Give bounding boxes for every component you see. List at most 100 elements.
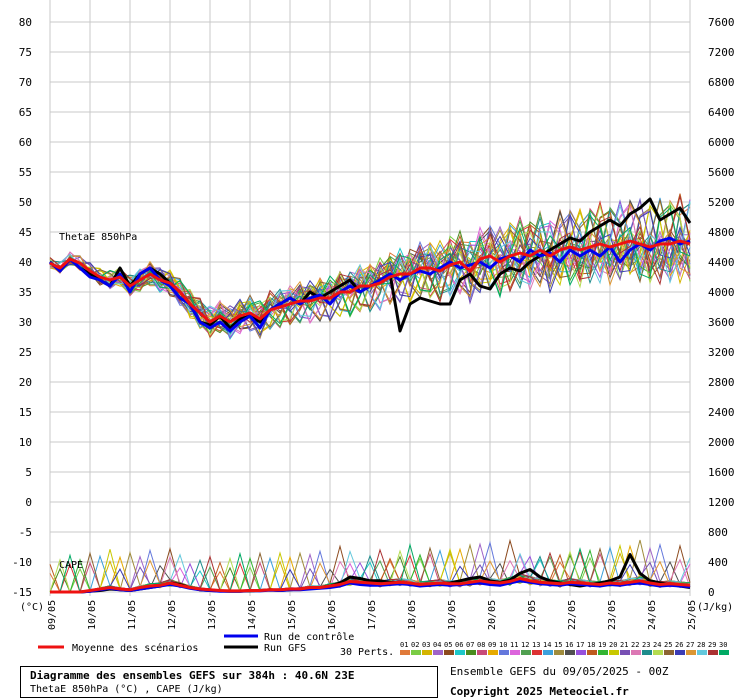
x-axis: 09/05 10/05 11/05 12/05 13/05 14/05 15/05 16/05…	[47, 600, 698, 630]
pert-swatch	[598, 650, 608, 655]
pert-number: 23	[642, 641, 650, 649]
y2-tick-label: 4800	[708, 226, 735, 239]
pert-number: 29	[708, 641, 716, 649]
pert-number: 03	[422, 641, 430, 649]
pert-swatch	[488, 650, 498, 655]
y2-tick-label: 2800	[708, 376, 735, 389]
y-tick-label: -5	[19, 526, 32, 539]
pert-swatch	[708, 650, 718, 655]
x-tick-label: 23/05	[607, 600, 618, 630]
pert-number: 30	[719, 641, 727, 649]
y-tick-label: 30	[19, 316, 32, 329]
chart-title: Diagramme des ensembles GEFS sur 384h : …	[30, 669, 355, 682]
pert-number: 20	[609, 641, 617, 649]
x-tick-label: 21/05	[527, 600, 538, 630]
y-tick-label: 25	[19, 346, 32, 359]
pert-number: 07	[466, 641, 474, 649]
y-tick-label: -15	[12, 586, 32, 599]
legend-control-label: Run de contrôle	[264, 631, 354, 643]
y2-tick-label: 3200	[708, 346, 735, 359]
x-tick-label: 25/05	[687, 600, 698, 630]
pert-number: 25	[664, 641, 672, 649]
pert-21-thetae-line	[49, 198, 691, 331]
pert-swatch	[565, 650, 575, 655]
pert-swatch	[642, 650, 652, 655]
y-tick-label: 20	[19, 376, 32, 389]
ensemble-chart: 80757065605550454035302520151050-5-10-15…	[12, 0, 735, 658]
pert-swatch	[609, 650, 619, 655]
pert-swatch	[444, 650, 454, 655]
pert-swatch	[576, 650, 586, 655]
y2-tick-label: 4000	[708, 286, 735, 299]
pert-swatch	[532, 650, 542, 655]
thetae-label: ThetaE 850hPa	[59, 232, 137, 243]
x-tick-label: 22/05	[567, 600, 578, 630]
y2-tick-label: 1200	[708, 496, 735, 509]
pert-swatch	[521, 650, 531, 655]
x-tick-label: 10/05	[87, 600, 98, 630]
y2-tick-label: 5200	[708, 196, 735, 209]
y2-tick-label: 7600	[708, 16, 735, 29]
y-tick-label: 70	[19, 76, 32, 89]
pert-swatch	[631, 650, 641, 655]
x-tick-label: 16/05	[327, 600, 338, 630]
pert-swatch	[422, 650, 432, 655]
pert-number: 28	[697, 641, 705, 649]
pert-swatch	[400, 650, 410, 655]
pert-swatch	[697, 650, 707, 655]
pert-number: 09	[488, 641, 496, 649]
pert-number: 26	[675, 641, 683, 649]
y2-tick-label: 0	[708, 586, 715, 599]
y-tick-label: 45	[19, 226, 32, 239]
x-tick-label: 18/05	[407, 600, 418, 630]
x-tick-label: 17/05	[367, 600, 378, 630]
y2-tick-label: 3600	[708, 316, 735, 329]
left-unit-label: (°C)	[20, 602, 44, 613]
pert-number: 16	[565, 641, 573, 649]
pert-swatch	[477, 650, 487, 655]
x-tick-label: 19/05	[447, 600, 458, 630]
y-tick-label: 40	[19, 256, 32, 269]
x-tick-label: 12/05	[167, 600, 178, 630]
info-box: Diagramme des ensembles GEFS sur 384h : …	[20, 666, 438, 698]
x-tick-label: 13/05	[207, 600, 218, 630]
pert-number: 19	[598, 641, 606, 649]
y2-tick-label: 4400	[708, 256, 735, 269]
x-tick-label: 14/05	[247, 600, 258, 630]
pert-number: 15	[554, 641, 562, 649]
pert-swatch	[510, 650, 520, 655]
y-axis-right: 7600720068006400600056005200480044004000…	[708, 16, 735, 599]
pert-swatch	[620, 650, 630, 655]
y-tick-label: 5	[25, 466, 32, 479]
pert-number: 11	[510, 641, 518, 649]
pert-number: 18	[587, 641, 595, 649]
y2-tick-label: 2400	[708, 406, 735, 419]
legend: Moyenne des scénarios Run de contrôle Ru…	[38, 631, 729, 658]
legend-mean-label: Moyenne des scénarios	[72, 642, 198, 654]
mean-thetae-line	[49, 239, 691, 324]
pert-number: 12	[521, 641, 529, 649]
x-tick-label: 24/05	[647, 600, 658, 630]
legend-perts-label: 30 Perts.	[340, 647, 394, 658]
pert-swatch	[554, 650, 564, 655]
pert-number: 14	[543, 641, 551, 649]
pert-number: 17	[576, 641, 584, 649]
pert-number: 02	[411, 641, 419, 649]
pert-number: 05	[444, 641, 452, 649]
pert-number: 27	[686, 641, 694, 649]
pert-swatch	[686, 650, 696, 655]
y-tick-label: 80	[19, 16, 32, 29]
pert-swatch	[543, 650, 553, 655]
pert-number: 06	[455, 641, 463, 649]
pert-swatch	[664, 650, 674, 655]
y-tick-label: 50	[19, 196, 32, 209]
pert-number: 24	[653, 641, 661, 649]
cape-label: CAPE	[59, 560, 83, 571]
y-tick-label: 0	[25, 496, 32, 509]
pert-number: 13	[532, 641, 540, 649]
pert-swatch	[675, 650, 685, 655]
pert-number: 21	[620, 641, 628, 649]
x-tick-label: 11/05	[127, 600, 138, 630]
y2-tick-label: 5600	[708, 166, 735, 179]
